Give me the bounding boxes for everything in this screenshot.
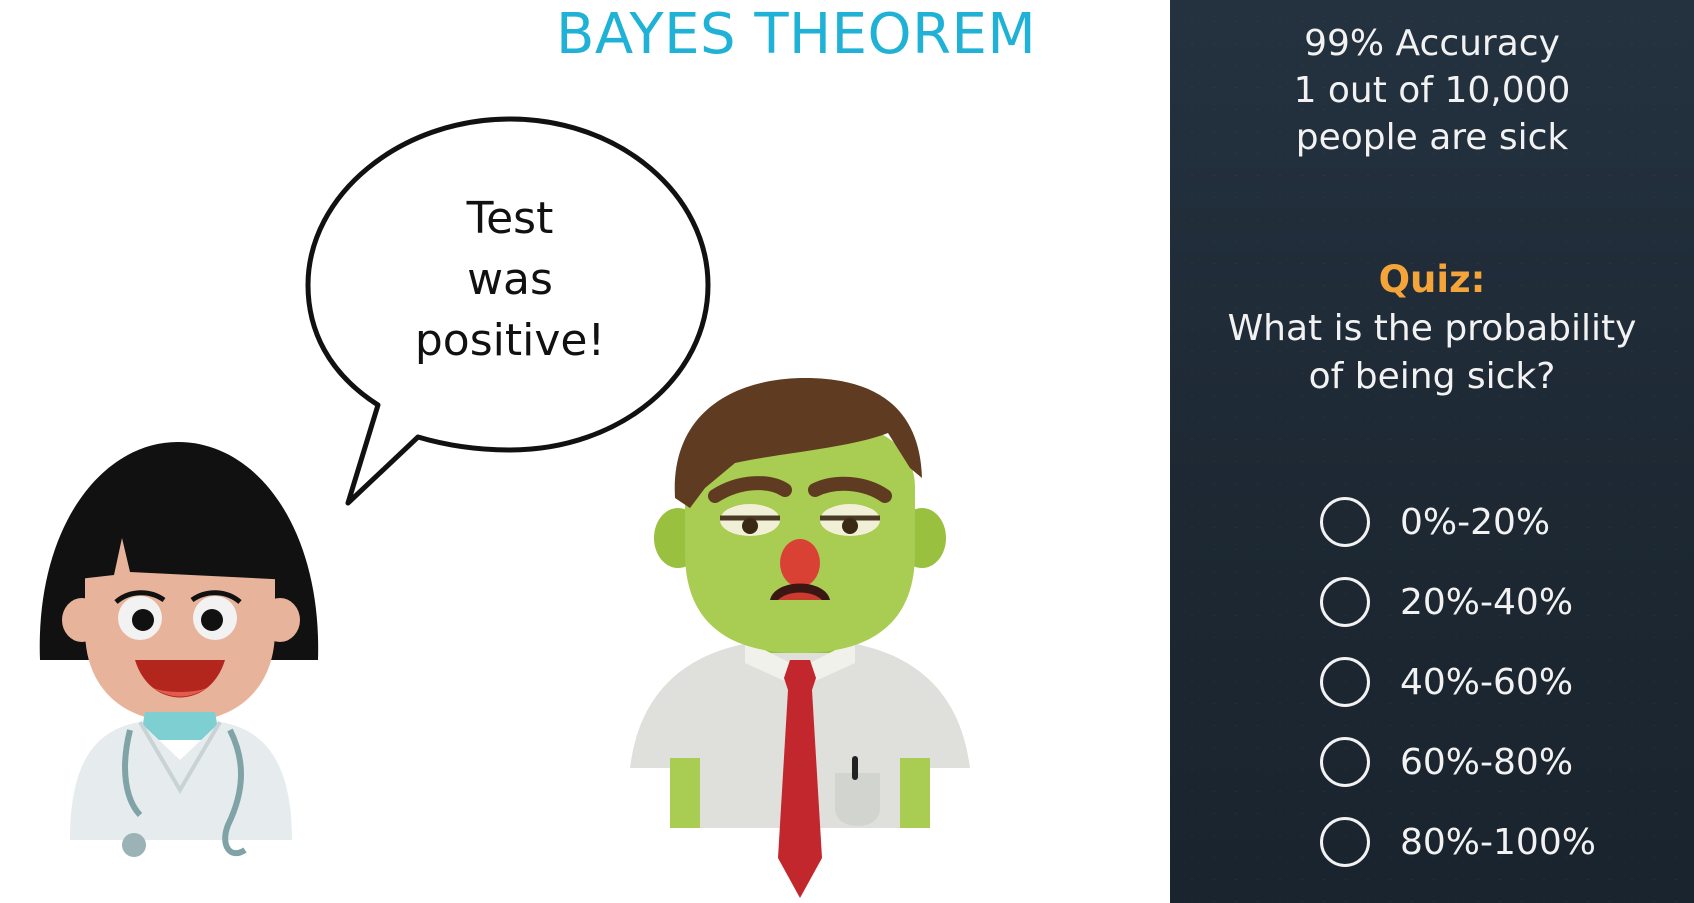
sick-patient-character	[630, 378, 970, 898]
option-label: 60%-80%	[1400, 741, 1574, 783]
answer-option-20-40[interactable]: 20%-40%	[1320, 562, 1596, 642]
doctor-character	[39, 442, 319, 857]
quiz-panel: 99% Accuracy 1 out of 10,000 people are …	[1170, 0, 1694, 903]
radio-button[interactable]	[1320, 497, 1370, 547]
bubble-line: was	[467, 254, 553, 305]
bubble-line: Test	[466, 193, 554, 244]
info-line: 99% Accuracy	[1304, 23, 1560, 64]
info-line: people are sick	[1295, 117, 1569, 158]
radio-button[interactable]	[1320, 657, 1370, 707]
question-line: What is the probability	[1227, 308, 1637, 349]
speech-bubble-text: Test was positive!	[360, 188, 660, 371]
option-label: 40%-60%	[1400, 661, 1574, 703]
answer-option-0-20[interactable]: 0%-20%	[1320, 482, 1596, 562]
panel-texture	[1170, 0, 1694, 903]
slide-area: BAYES THEOREM Test was positive!	[39, 2, 1037, 898]
slide-title: BAYES THEOREM	[556, 2, 1037, 67]
quiz-label: Quiz:	[1378, 258, 1486, 301]
bubble-line: positive!	[414, 315, 606, 366]
question-line: of being sick?	[1308, 356, 1556, 397]
speech-bubble	[305, 116, 711, 506]
problem-info: 99% Accuracy 1 out of 10,000 people are …	[1170, 20, 1694, 161]
answer-option-60-80[interactable]: 60%-80%	[1320, 722, 1596, 802]
option-label: 0%-20%	[1400, 501, 1551, 543]
option-label: 80%-100%	[1400, 821, 1596, 863]
answer-option-80-100[interactable]: 80%-100%	[1320, 802, 1596, 882]
quiz-question: What is the probability of being sick?	[1170, 305, 1694, 401]
answer-option-40-60[interactable]: 40%-60%	[1320, 642, 1596, 722]
radio-button[interactable]	[1320, 817, 1370, 867]
option-label: 20%-40%	[1400, 581, 1574, 623]
radio-button[interactable]	[1320, 737, 1370, 787]
info-line: 1 out of 10,000	[1293, 70, 1571, 111]
radio-button[interactable]	[1320, 577, 1370, 627]
answer-options: 0%-20% 20%-40% 40%-60% 60%-80% 80%-100%	[1320, 482, 1596, 882]
